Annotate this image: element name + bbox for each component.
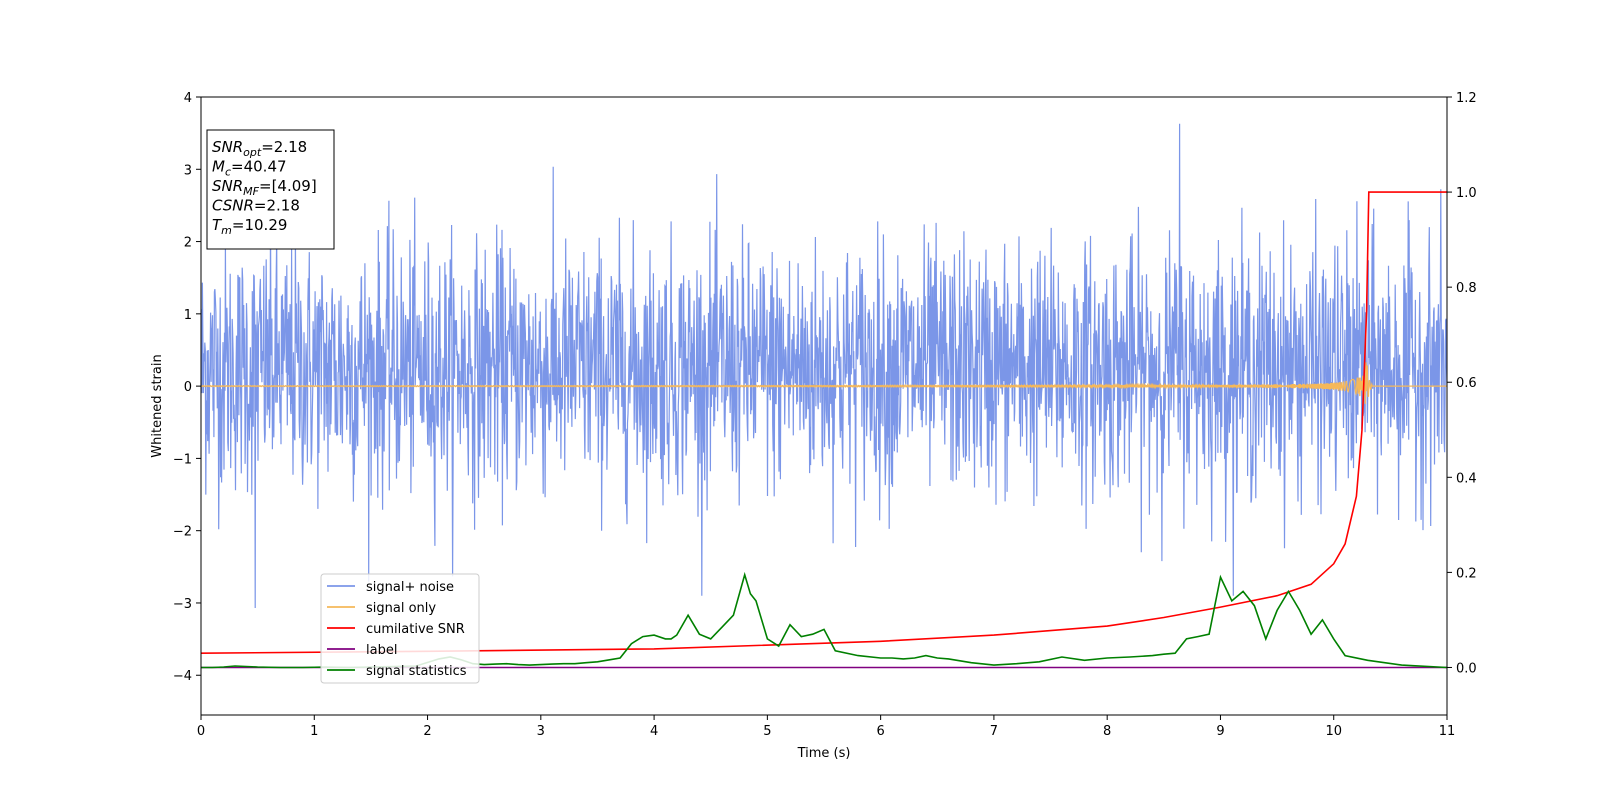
x-tick-label: 10	[1325, 724, 1342, 739]
y-tick-label: 2	[184, 236, 192, 251]
x-tick-label: 2	[423, 724, 431, 739]
x-tick-label: 0	[197, 724, 205, 739]
x-axis-label: Time (s)	[797, 746, 851, 761]
legend: signal+ noise signal only cumilative SNR la…	[320, 573, 480, 684]
y2-tick-label: 0.2	[1456, 566, 1477, 581]
annotation-line: Mc=40.47	[212, 158, 287, 179]
x-tick-label: 7	[990, 724, 998, 739]
series-signal-plus-noise	[201, 123, 1447, 609]
series-cumilative-snr	[201, 191, 1447, 654]
legend-label: signal+ noise	[366, 580, 454, 595]
y2-tick-label: 0.6	[1456, 376, 1477, 391]
y2-tick-label: 1.2	[1456, 91, 1477, 106]
x-tick-label: 1	[310, 724, 318, 739]
y2-tick-label: 0.0	[1456, 661, 1477, 676]
annotation-line: SNRopt=2.18	[212, 138, 307, 159]
y-tick-label: 1	[184, 308, 192, 323]
y-tick-label: −1	[173, 452, 192, 467]
y-tick-label: −2	[173, 525, 192, 540]
legend-label: label	[366, 643, 397, 658]
y-axis-label: Whitened strain	[150, 354, 165, 457]
series-signal-only	[201, 362, 1447, 404]
legend-label: cumilative SNR	[366, 622, 465, 637]
x-tick-label: 8	[1103, 724, 1111, 739]
annotation-line: CSNR=2.18	[212, 197, 300, 215]
parameter-annotation-box: SNRopt=2.18Mc=40.47SNRMF=[4.09]CSNR=2.18…	[206, 129, 335, 250]
y-tick-label: −3	[173, 597, 192, 612]
x-tick-label: 9	[1216, 724, 1224, 739]
x-tick-label: 4	[650, 724, 658, 739]
annotation-line: SNRMF=[4.09]	[212, 177, 317, 198]
x-tick-label: 11	[1439, 724, 1456, 739]
y-tick-label: 3	[184, 163, 192, 178]
y2-tick-label: 1.0	[1456, 186, 1477, 201]
y-tick-label: 0	[184, 380, 192, 395]
x-tick-label: 3	[537, 724, 545, 739]
y-tick-label: −4	[173, 669, 192, 684]
y2-tick-label: 0.8	[1456, 281, 1477, 296]
y2-tick-label: 0.4	[1456, 471, 1477, 486]
y-tick-label: 4	[184, 91, 192, 106]
x-tick-label: 6	[876, 724, 884, 739]
plot-frame	[200, 96, 1448, 716]
annotation-line: Tm=10.29	[212, 216, 287, 237]
legend-label: signal only	[366, 601, 436, 616]
x-tick-label: 5	[763, 724, 771, 739]
legend-label: signal statistics	[366, 664, 467, 679]
